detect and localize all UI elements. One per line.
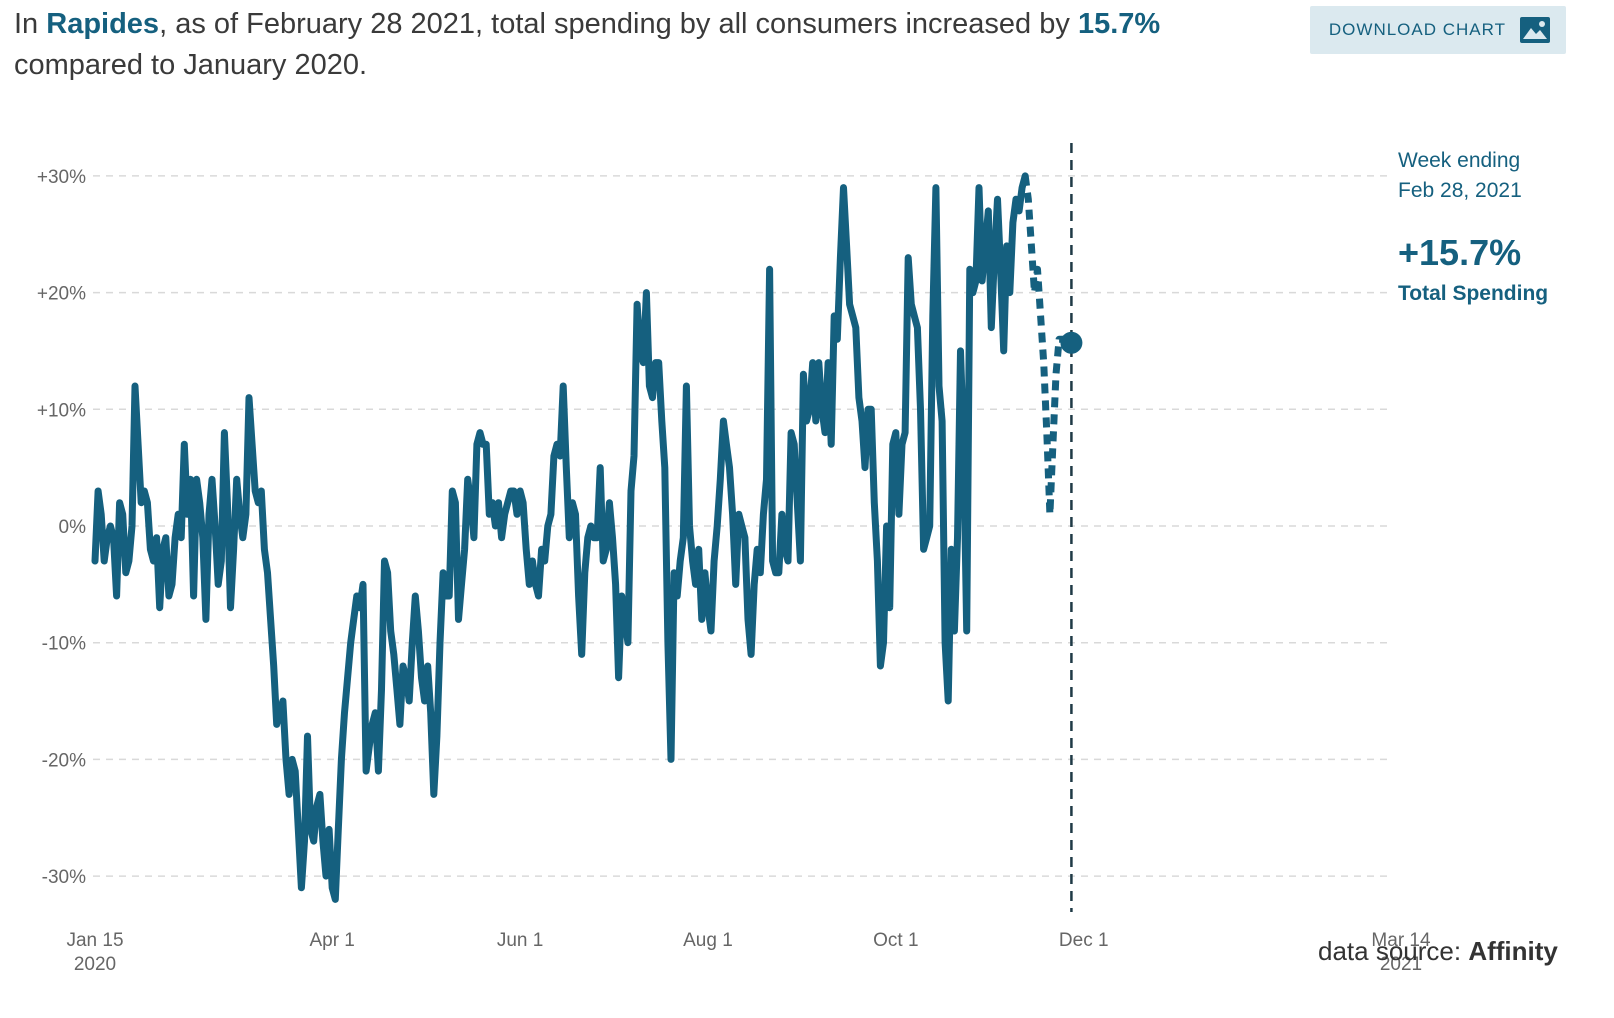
x-tick-sublabel: 2020 [74, 954, 116, 975]
x-tick-label: Jun 1 [497, 930, 543, 951]
x-tick-label: Jan 15 [66, 930, 123, 951]
annotation-series-label: Total Spending [1398, 282, 1548, 305]
current-value-dot [1060, 331, 1083, 354]
y-tick-label: +30% [37, 167, 86, 188]
data-source: data source: Affinity [1318, 936, 1558, 967]
y-tick-label: -20% [42, 750, 86, 771]
annotation-date: Feb 28, 2021 [1398, 179, 1522, 202]
data-source-prefix: data source: [1318, 936, 1469, 966]
y-tick-label: +10% [37, 400, 86, 421]
headline-location: Rapides [46, 8, 160, 40]
x-tick-label: Mar 14 [1371, 930, 1431, 951]
y-tick-label: +20% [37, 284, 86, 305]
data-source-name: Affinity [1468, 936, 1558, 966]
download-chart-button[interactable]: DOWNLOAD CHART [1310, 6, 1566, 54]
x-tick-label: Oct 1 [873, 930, 918, 951]
x-tick-label: Dec 1 [1059, 930, 1109, 951]
x-tick-label: Aug 1 [683, 930, 733, 951]
headline: In Rapides, as of February 28 2021, tota… [14, 4, 1164, 86]
headline-middle: , as of February 28 2021, total spending… [159, 8, 1078, 40]
headline-suffix: compared to January 2020. [14, 49, 368, 81]
image-icon [1520, 17, 1550, 43]
headline-change: 15.7% [1077, 8, 1161, 40]
y-tick-label: -10% [42, 634, 86, 655]
y-tick-label: -30% [42, 867, 86, 888]
download-chart-label: DOWNLOAD CHART [1328, 20, 1506, 39]
x-tick-sublabel: 2021 [1380, 954, 1422, 975]
annotation-value: +15.7% [1398, 232, 1521, 273]
annotation-week-label: Week ending [1398, 149, 1520, 172]
spending-line [91, 172, 1029, 903]
y-tick-label: 0% [59, 517, 87, 538]
headline-prefix: In [14, 8, 47, 40]
x-tick-label: Apr 1 [309, 930, 354, 951]
